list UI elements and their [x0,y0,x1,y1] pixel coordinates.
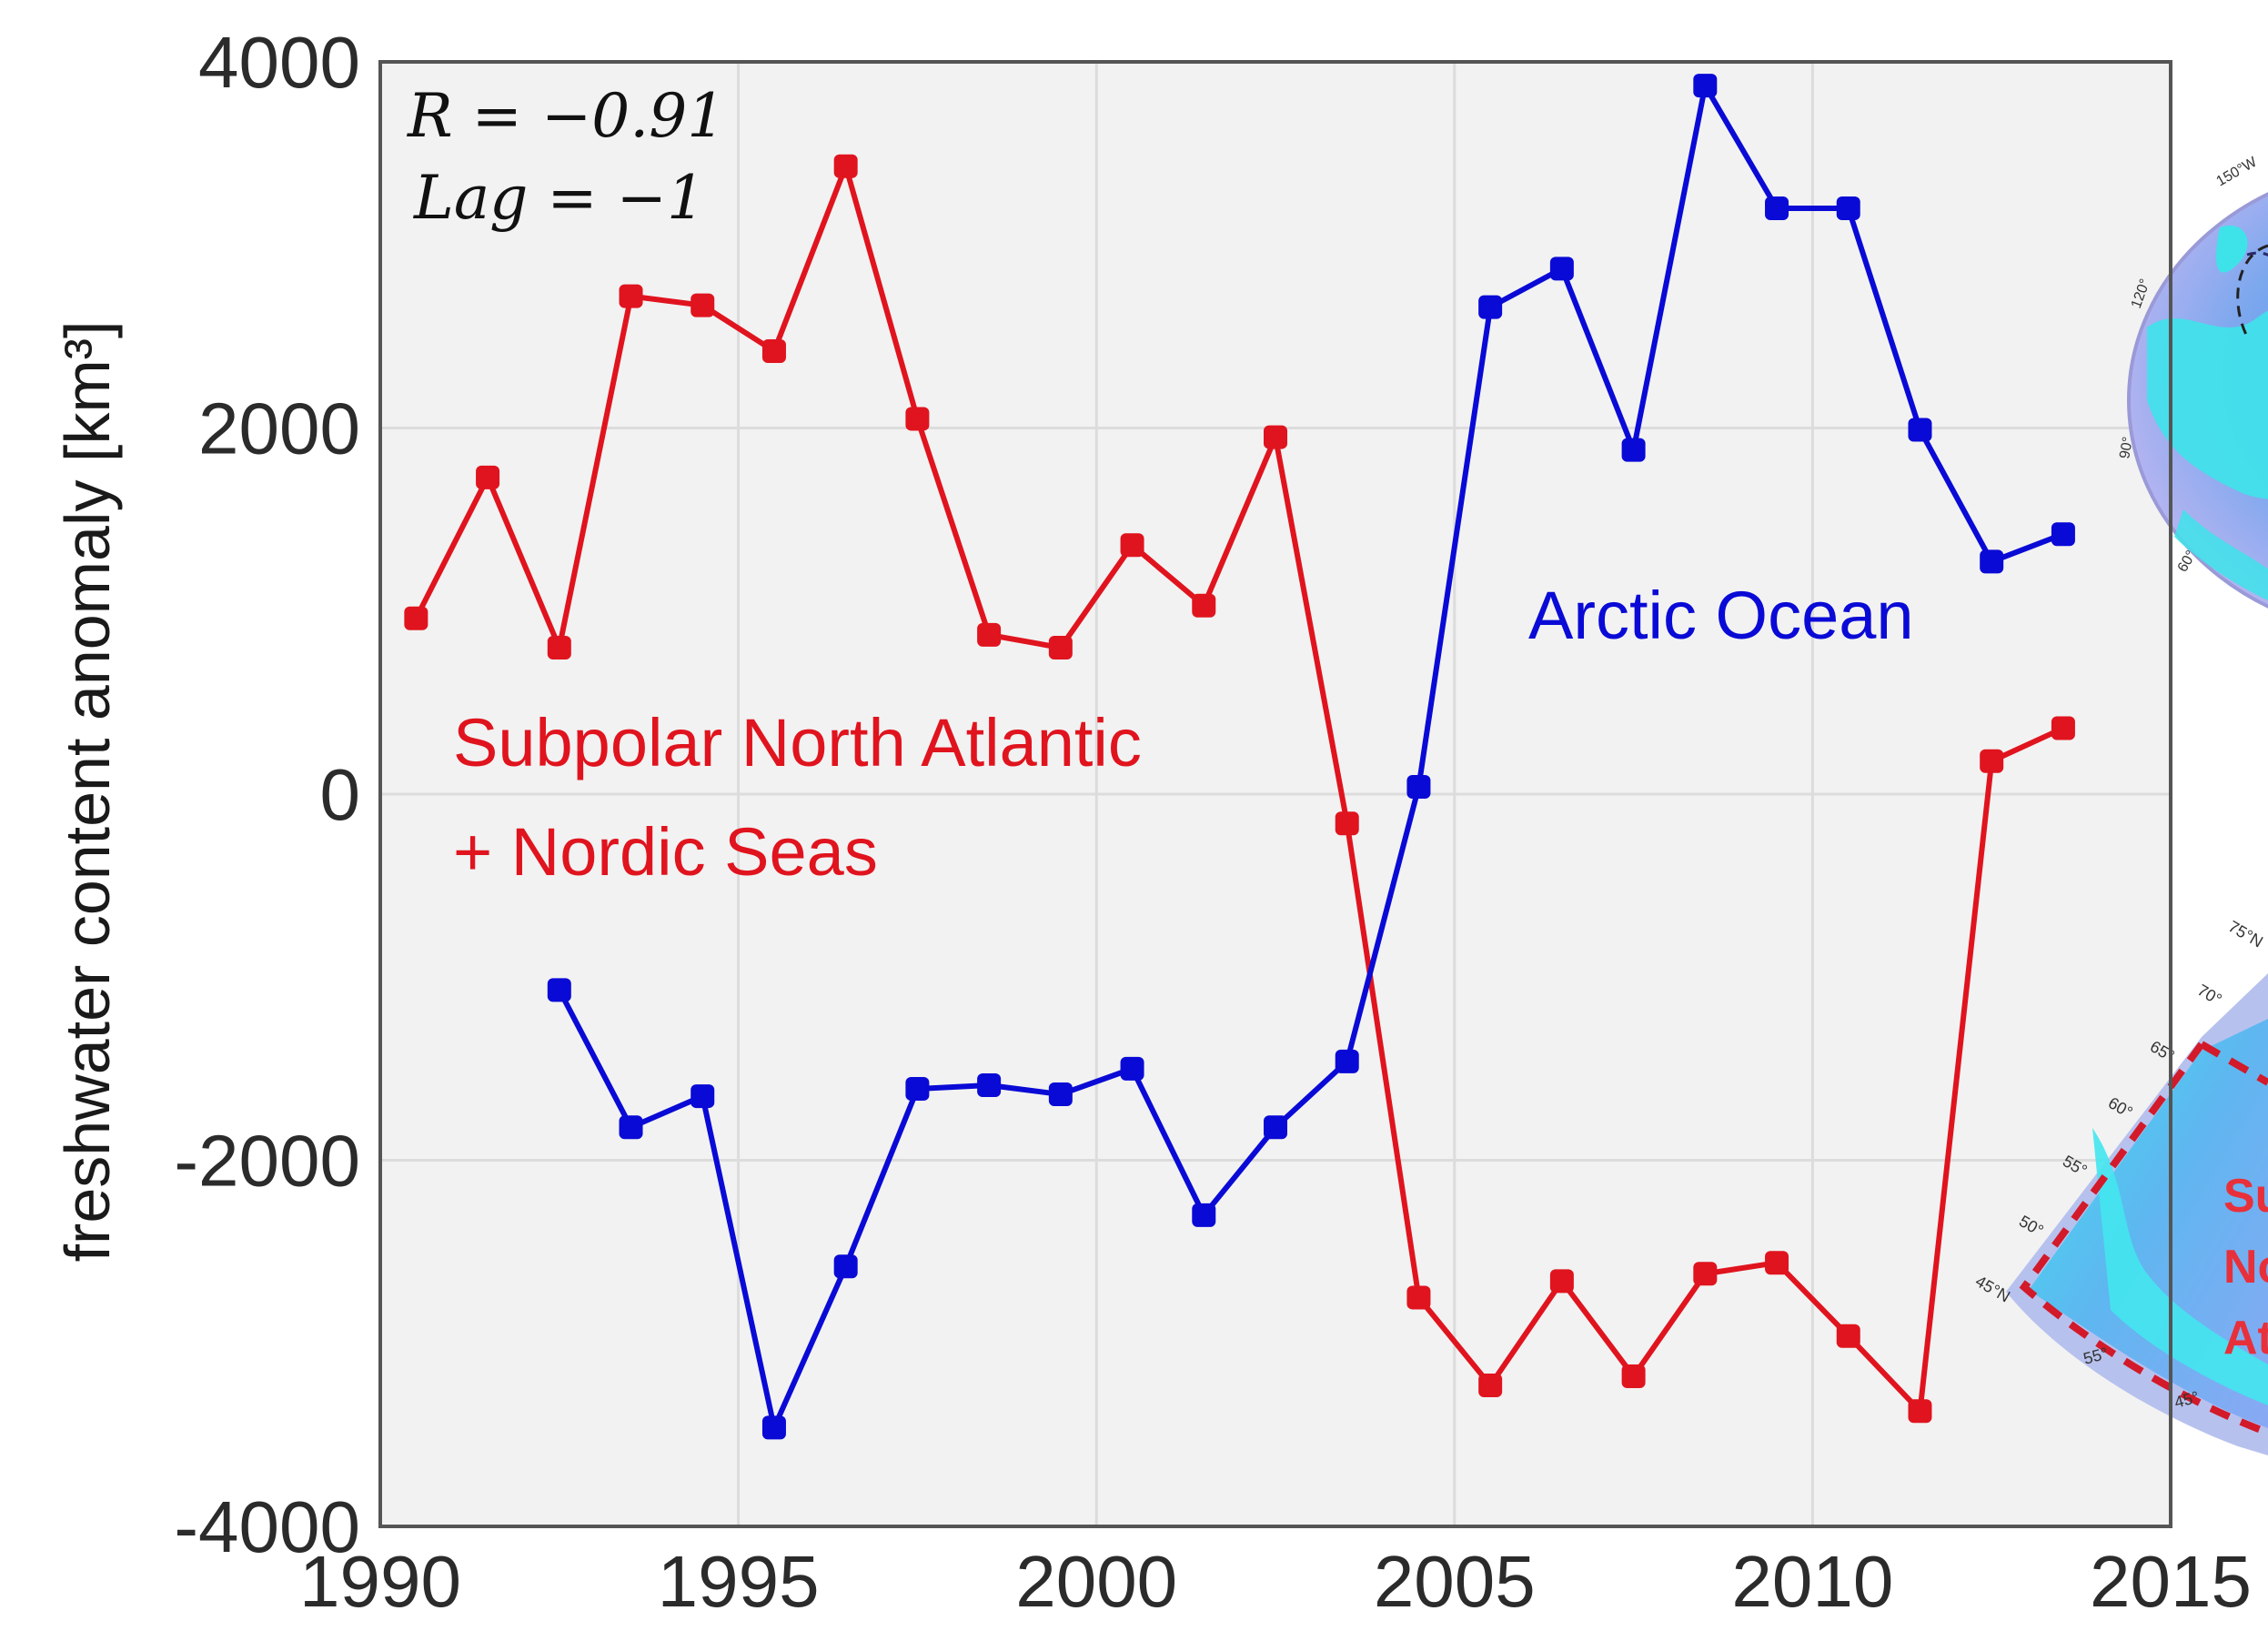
data-point-marker [1765,1251,1789,1275]
tick-layer: 1990 1995 2000 2005 2010 2015 4000 2000 0 -2000 -4… [174,22,2252,1622]
data-point-marker [690,1084,715,1109]
y-tick-label: 2000 [198,388,360,469]
svg-text:90°: 90° [2117,436,2136,460]
data-point-marker [1335,811,1359,836]
data-point-marker [1549,257,1574,281]
data-point-marker [833,154,858,178]
data-point-marker [1765,196,1789,220]
data-point-marker [1264,425,1287,449]
subpolar-series-label-line-1: Subpolar North Atlantic [453,705,1142,780]
data-point-marker [905,1077,930,1102]
data-point-marker [1478,295,1503,319]
data-point-marker [1908,418,1932,442]
lag-value-text: Lag = −1 [413,163,705,233]
data-point-marker [2051,522,2075,547]
data-point-marker [690,293,715,317]
data-point-marker [1120,1056,1144,1081]
data-point-marker [1192,1203,1216,1227]
y-tick-label: -4000 [174,1486,360,1567]
map-text-line-3: At [2223,1312,2268,1364]
data-point-marker [1908,1399,1932,1424]
data-point-marker [977,622,1002,647]
data-point-marker [1335,1049,1359,1073]
x-tick-label: 2000 [1015,1541,1177,1622]
data-point-marker [761,1415,786,1440]
data-point-marker [619,284,643,308]
data-point-marker [1406,1285,1431,1310]
y-tick-label: -2000 [174,1121,360,1202]
data-point-marker [1693,74,1718,98]
data-point-marker [1621,438,1646,462]
svg-text:75°N: 75°N [2225,917,2266,951]
data-point-marker [547,636,571,659]
svg-text:70°: 70° [2194,981,2225,1009]
data-point-marker [1549,1269,1574,1294]
data-point-marker [476,465,500,489]
data-point-marker [1406,774,1431,799]
data-point-marker [1192,593,1216,618]
data-point-marker [619,1115,643,1140]
data-point-marker [977,1072,1002,1097]
y-tick-label: 0 [320,754,361,835]
subpolar-north-atlantic-map-icon: Su No At 75°N 70° 65° 60° 55° 50° 45°N 5… [1972,917,2268,1455]
y-tick-label: 4000 [198,22,360,103]
data-point-marker [1048,636,1073,659]
data-point-marker [2051,716,2075,740]
grid [380,62,2171,1526]
x-tick-label: 1990 [299,1541,461,1622]
x-tick-label: 2005 [1374,1541,1536,1622]
svg-text:150°W: 150°W [2214,154,2261,189]
series-line-1 [557,83,2064,1431]
data-point-marker [1693,1262,1718,1286]
data-point-marker [833,1254,858,1279]
data-point-marker [1836,1324,1860,1348]
series-layer [404,74,2075,1440]
data-point-marker [1621,1364,1646,1388]
x-tick-label: 2015 [2090,1541,2252,1622]
data-point-marker [1048,1082,1073,1107]
series-line-0 [413,163,2065,1414]
arctic-ocean-series-label: Arctic Ocean [1528,578,1914,653]
data-point-marker [547,978,571,1002]
subpolar-series-label-line-2: + Nordic Seas [453,814,878,890]
data-point-marker [761,338,786,363]
x-tick-label: 2010 [1731,1541,1893,1622]
data-point-marker [404,606,428,630]
y-axis-title: freshwater content anomaly [km³] [52,321,123,1263]
r-value-text: R = −0.91 [407,81,725,151]
data-point-marker [1478,1374,1503,1398]
x-tick-label: 1995 [658,1541,820,1622]
data-point-marker [1264,1115,1287,1140]
map-text-line-1: Su [2223,1170,2268,1223]
plot-frame [378,60,2172,1528]
data-point-marker [1120,533,1144,558]
data-point-marker [1980,549,2004,574]
map-text-line-2: No [2223,1241,2268,1294]
data-point-marker [1980,749,2004,773]
data-point-marker [905,407,930,431]
data-point-marker [1836,196,1860,220]
